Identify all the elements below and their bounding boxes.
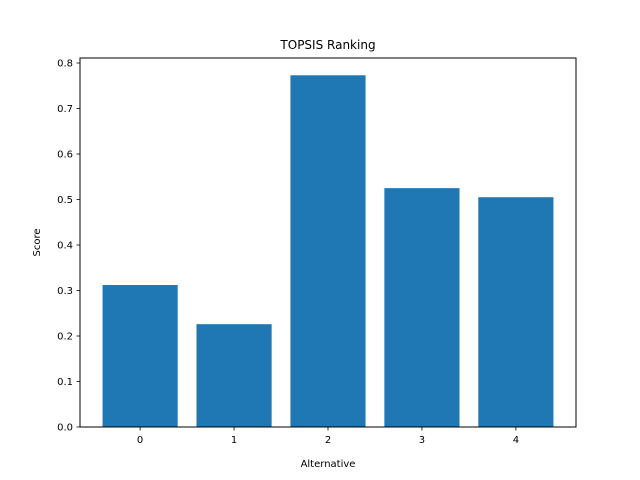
x-tick-label: 0 [137, 435, 143, 446]
x-tick-label: 1 [231, 435, 237, 446]
y-tick-label: 0.5 [57, 195, 73, 206]
y-axis-label: Score [32, 228, 43, 256]
y-tick-label: 0.1 [57, 377, 73, 388]
x-ticks-group: 0 1 2 3 4 [137, 427, 519, 446]
bar-3 [384, 188, 460, 427]
chart-title: TOPSIS Ranking [279, 38, 375, 52]
x-tick-label: 4 [513, 435, 519, 446]
y-tick-label: 0.6 [57, 150, 73, 161]
bar-2 [290, 75, 366, 427]
y-tick-label: 0.3 [57, 286, 73, 297]
bars-group [102, 75, 554, 427]
bar-1 [196, 324, 272, 427]
y-tick-label: 0.4 [57, 241, 73, 252]
plot-frame [79, 57, 577, 428]
y-tick-label: 0.8 [57, 59, 73, 70]
bar-0 [102, 285, 178, 427]
y-tick-label: 0.0 [57, 423, 73, 434]
y-ticks-group: 0.0 0.1 0.2 0.3 0.4 0.5 0.6 0.7 0.8 [57, 59, 80, 434]
x-axis-label: Alternative [301, 459, 356, 470]
y-tick-label: 0.7 [57, 104, 73, 115]
y-tick-label: 0.2 [57, 332, 73, 343]
x-tick-label: 3 [419, 435, 425, 446]
x-tick-label: 2 [325, 435, 331, 446]
bar-4 [478, 197, 554, 427]
